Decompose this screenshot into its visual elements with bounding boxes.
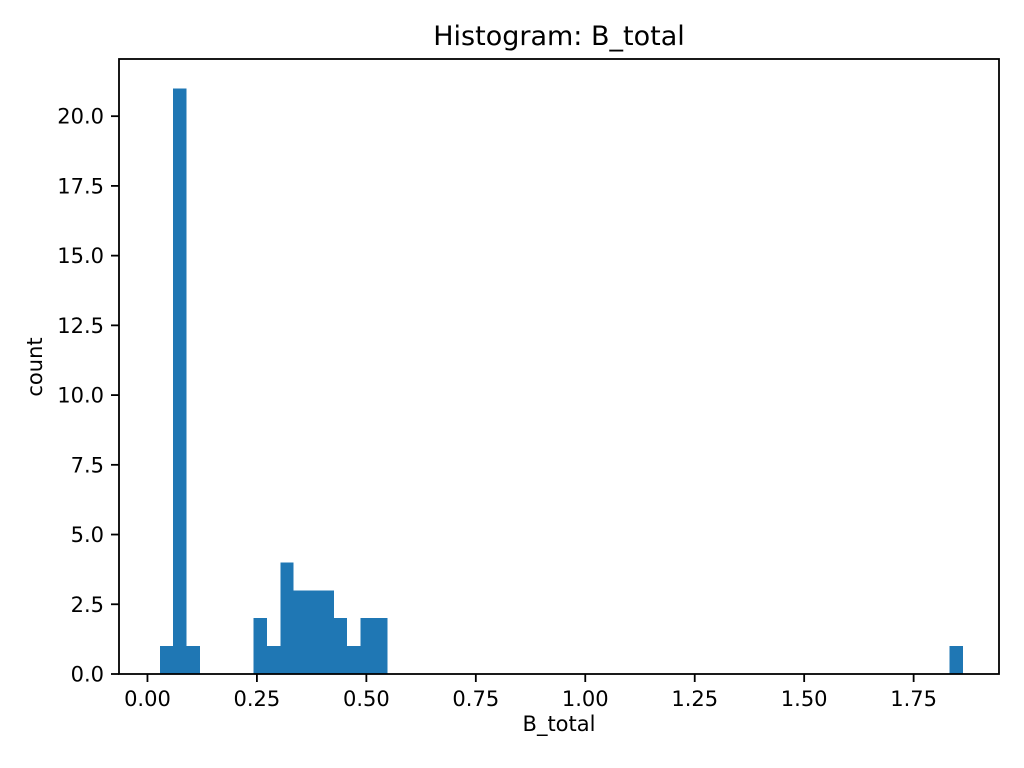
- x-tick-label: 0.00: [124, 687, 171, 711]
- histogram-bar: [373, 618, 388, 674]
- histogram-bar: [266, 646, 281, 674]
- histogram-bar: [333, 618, 348, 674]
- histogram-bar: [173, 88, 187, 675]
- y-tick-label: 20.0: [57, 105, 104, 129]
- histogram-bar: [347, 646, 361, 674]
- histogram-bar: [360, 618, 374, 674]
- y-tick-label: 5.0: [71, 523, 104, 547]
- axes-spines: [118, 58, 1000, 675]
- chart-title: Histogram: B_total: [433, 21, 685, 52]
- y-tick-label: 2.5: [71, 593, 104, 617]
- x-tick-label: 0.25: [234, 687, 281, 711]
- y-tick-label: 7.5: [71, 453, 104, 477]
- bars-group: [159, 88, 963, 675]
- histogram-bar: [293, 590, 308, 674]
- x-tick-label: 0.75: [452, 687, 499, 711]
- x-tick-label: 1.75: [890, 687, 937, 711]
- y-tick-label: 0.0: [71, 663, 104, 687]
- plot-frame: [118, 58, 1000, 675]
- histogram-bar: [320, 590, 334, 674]
- x-axis-ticks: 0.00 0.25 0.50 0.75 1.00 1.25 1.50 1.75: [124, 674, 937, 711]
- histogram-bar: [253, 618, 267, 674]
- histogram-bar: [949, 646, 963, 674]
- y-tick-label: 17.5: [57, 174, 104, 198]
- y-axis-label: count: [23, 337, 47, 396]
- histogram-bar: [186, 646, 200, 674]
- x-axis-label: B_total: [523, 712, 596, 737]
- histogram-bar: [307, 590, 321, 674]
- y-tick-label: 15.0: [57, 244, 104, 268]
- y-axis-ticks: 0.0 2.5 5.0 7.5 10.0 12.5 15.0 17.5 20.0: [57, 105, 119, 687]
- y-tick-label: 12.5: [57, 314, 104, 338]
- histogram-bar: [280, 562, 294, 674]
- x-tick-label: 1.00: [562, 687, 609, 711]
- x-tick-label: 1.50: [781, 687, 828, 711]
- y-tick-label: 10.0: [57, 384, 104, 408]
- histogram-bar: [159, 646, 174, 674]
- x-tick-label: 1.25: [671, 687, 718, 711]
- x-tick-label: 0.50: [343, 687, 390, 711]
